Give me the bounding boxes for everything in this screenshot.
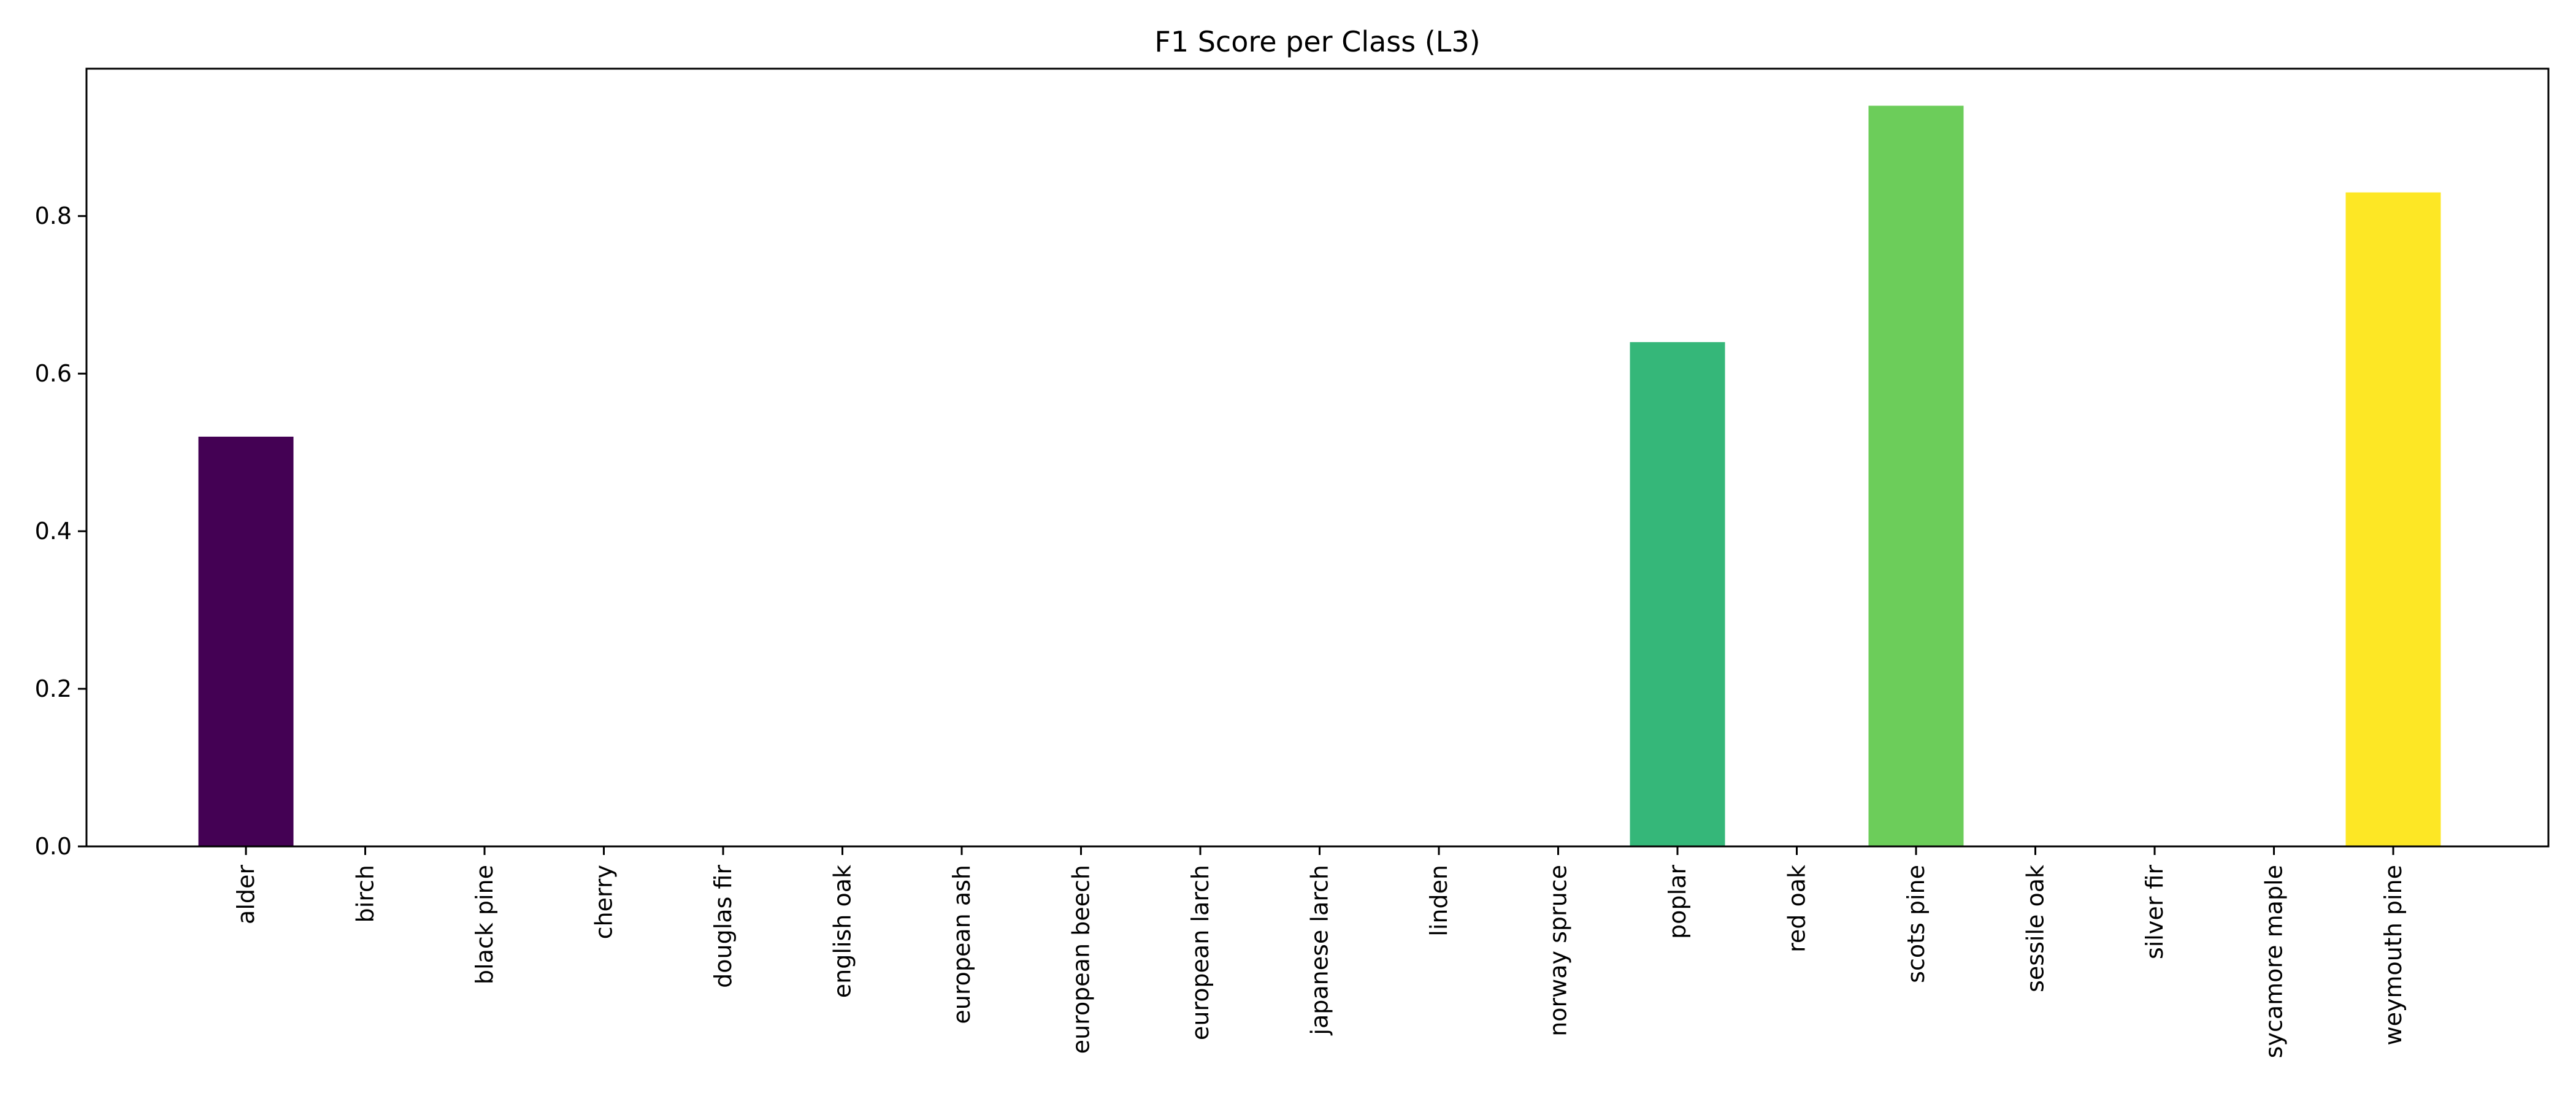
- x-tick-label: european beech: [1068, 865, 1095, 1054]
- x-tick-label: douglas fir: [710, 865, 737, 988]
- bar-weymouth-pine: [2345, 192, 2441, 846]
- x-tick-label: weymouth pine: [2380, 865, 2407, 1046]
- x-tick-label: norway spruce: [1545, 865, 1572, 1037]
- x-tick-label: red oak: [1784, 865, 1811, 953]
- y-tick-label: 0.8: [35, 202, 72, 229]
- x-tick-label: sycamore maple: [2261, 865, 2288, 1058]
- y-axis: 0.0 0.2 0.4 0.6 0.8: [35, 202, 86, 860]
- x-tick-label: silver fir: [2141, 865, 2168, 959]
- x-tick-label: linden: [1425, 865, 1452, 937]
- x-tick-label: cherry: [591, 865, 618, 939]
- x-tick-label: japanese larch: [1306, 865, 1333, 1036]
- x-tick-label: scots pine: [1903, 865, 1930, 983]
- plot-area-frame: [85, 67, 2550, 848]
- bar-alder: [198, 436, 294, 846]
- x-tick-label: european larch: [1187, 865, 1214, 1040]
- y-tick-label: 0.2: [35, 675, 72, 702]
- x-tick-label: black pine: [471, 865, 498, 984]
- chart-title: F1 Score per Class (L3): [1154, 25, 1480, 58]
- y-tick-label: 0.4: [35, 518, 72, 545]
- x-tick-label: english oak: [829, 865, 856, 998]
- x-tick-label: sessile oak: [2022, 865, 2049, 992]
- bars-layer: [198, 105, 2441, 846]
- x-tick-label: european ash: [948, 865, 975, 1024]
- y-tick-label: 0.0: [35, 833, 72, 860]
- bar-poplar: [1630, 342, 1725, 846]
- bar-scots-pine: [1868, 105, 1964, 846]
- x-tick-label: poplar: [1664, 865, 1691, 939]
- x-tick-label: birch: [352, 865, 379, 922]
- x-tick-label: alder: [232, 865, 259, 924]
- y-tick-label: 0.6: [35, 360, 72, 387]
- x-axis: alder birch black pine cherry douglas fir eng…: [232, 846, 2407, 1058]
